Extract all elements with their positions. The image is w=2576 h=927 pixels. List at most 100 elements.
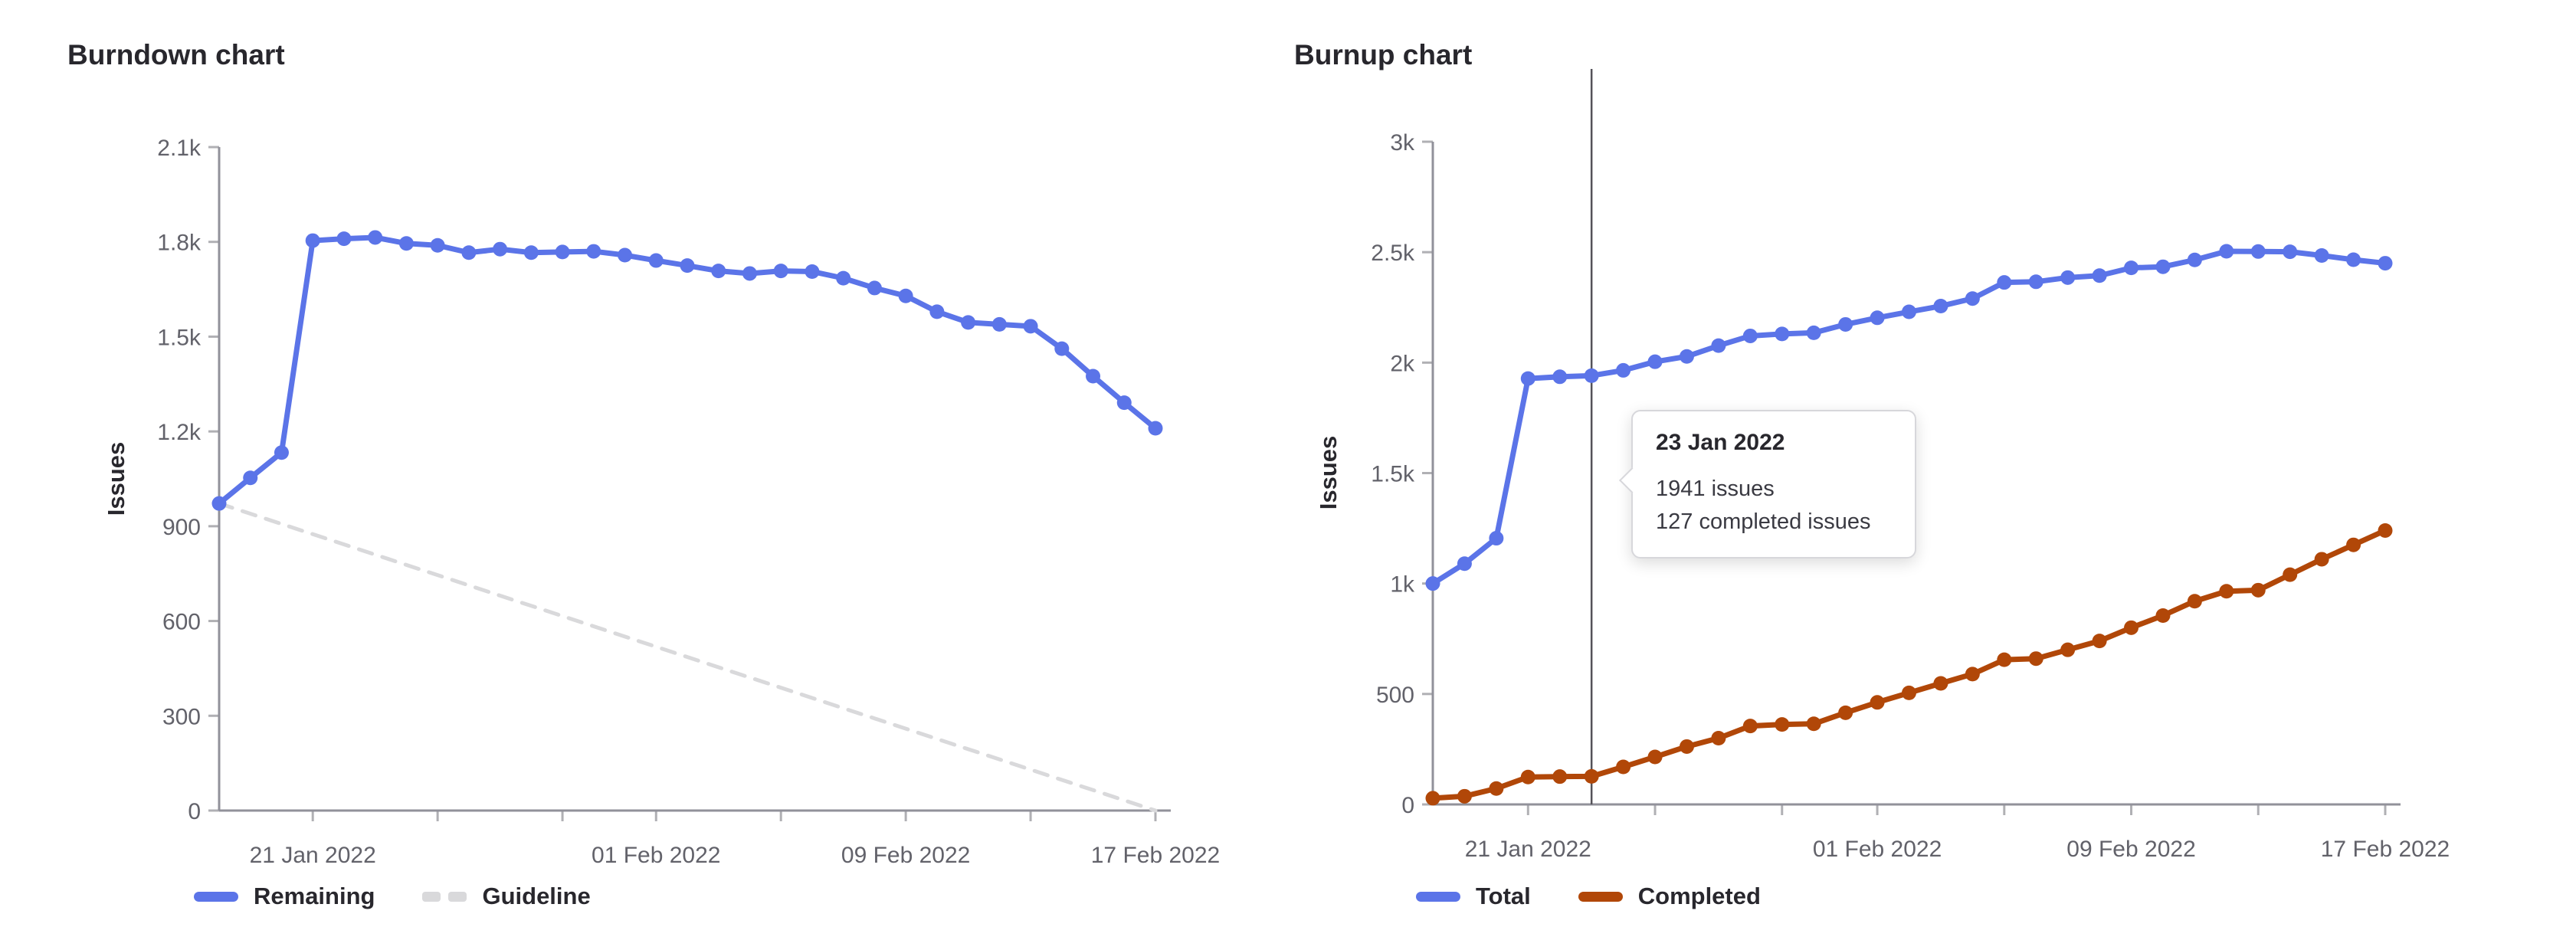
completed-data-point[interactable] bbox=[2155, 608, 2171, 623]
completed-data-point[interactable] bbox=[1775, 717, 1790, 732]
legend-item-completed[interactable]: Completed bbox=[1578, 883, 1761, 910]
total-data-point[interactable] bbox=[1806, 325, 1821, 340]
completed-data-point[interactable] bbox=[1584, 768, 1599, 784]
completed-data-point[interactable] bbox=[1457, 788, 1472, 804]
completed-data-point[interactable] bbox=[2219, 584, 2234, 599]
completed-data-point[interactable] bbox=[1838, 705, 1853, 720]
remaining-data-point[interactable] bbox=[430, 237, 445, 253]
remaining-data-point[interactable] bbox=[274, 445, 289, 460]
completed-data-point[interactable] bbox=[1742, 719, 1758, 734]
completed-data-point[interactable] bbox=[2346, 537, 2361, 552]
remaining-data-point[interactable] bbox=[1023, 319, 1038, 334]
legend-item-guideline[interactable]: Guideline bbox=[422, 883, 591, 910]
completed-line[interactable] bbox=[1430, 527, 2388, 801]
remaining-data-point[interactable] bbox=[243, 470, 258, 486]
total-data-point[interactable] bbox=[1679, 349, 1694, 364]
completed-data-point[interactable] bbox=[1711, 731, 1726, 745]
completed-data-point[interactable] bbox=[1806, 716, 1821, 732]
completed-data-point[interactable] bbox=[1552, 769, 1568, 785]
total-data-point[interactable] bbox=[1489, 531, 1504, 546]
remaining-data-point[interactable] bbox=[1148, 421, 1163, 436]
legend-item-total[interactable]: Total bbox=[1416, 883, 1531, 910]
completed-data-point[interactable] bbox=[1870, 695, 1885, 710]
remaining-data-point[interactable] bbox=[305, 233, 320, 248]
total-data-point[interactable] bbox=[2124, 260, 2139, 276]
remaining-data-point[interactable] bbox=[773, 264, 788, 279]
total-data-point[interactable] bbox=[1616, 362, 1631, 378]
completed-data-point[interactable] bbox=[2378, 522, 2393, 538]
remaining-data-point[interactable] bbox=[1054, 341, 1070, 356]
total-data-point[interactable] bbox=[2283, 244, 2298, 260]
remaining-data-point[interactable] bbox=[742, 266, 757, 281]
remaining-data-point[interactable] bbox=[648, 253, 664, 268]
remaining-data-point[interactable] bbox=[929, 304, 945, 319]
total-data-point[interactable] bbox=[1838, 316, 1853, 332]
remaining-data-point[interactable] bbox=[867, 280, 882, 296]
total-data-point[interactable] bbox=[2378, 256, 2393, 271]
total-data-point[interactable] bbox=[2187, 252, 2202, 267]
total-data-point[interactable] bbox=[2346, 252, 2361, 267]
total-data-point[interactable] bbox=[1997, 275, 2012, 290]
completed-data-point[interactable] bbox=[1933, 676, 1948, 691]
completed-data-point[interactable] bbox=[1965, 667, 1980, 682]
total-data-point[interactable] bbox=[1425, 576, 1440, 591]
total-data-point[interactable] bbox=[1457, 556, 1472, 572]
remaining-data-point[interactable] bbox=[1086, 369, 1101, 384]
remaining-data-point[interactable] bbox=[836, 270, 851, 286]
total-data-point[interactable] bbox=[2314, 247, 2329, 263]
completed-data-point[interactable] bbox=[2187, 594, 2202, 609]
total-data-point[interactable] bbox=[1902, 304, 1916, 319]
remaining-line[interactable] bbox=[216, 234, 1159, 506]
completed-data-point[interactable] bbox=[1520, 769, 1535, 785]
remaining-data-point[interactable] bbox=[555, 244, 570, 260]
total-data-point[interactable] bbox=[1552, 369, 1568, 385]
completed-data-point[interactable] bbox=[1679, 739, 1694, 754]
completed-data-point[interactable] bbox=[1902, 685, 1916, 700]
total-data-point[interactable] bbox=[1520, 371, 1535, 386]
remaining-data-point[interactable] bbox=[961, 315, 976, 330]
completed-data-point[interactable] bbox=[2028, 651, 2043, 667]
completed-data-point[interactable] bbox=[2092, 634, 2107, 649]
completed-data-point[interactable] bbox=[2124, 620, 2139, 635]
total-data-point[interactable] bbox=[2092, 268, 2107, 283]
remaining-data-point[interactable] bbox=[618, 247, 633, 263]
total-data-point[interactable] bbox=[1965, 291, 1980, 306]
total-data-point[interactable] bbox=[1742, 328, 1758, 343]
remaining-data-point[interactable] bbox=[898, 288, 913, 303]
remaining-data-point[interactable] bbox=[461, 245, 477, 260]
remaining-data-point[interactable] bbox=[493, 241, 508, 257]
total-data-point[interactable] bbox=[2219, 244, 2234, 259]
total-data-point[interactable] bbox=[1711, 338, 1726, 353]
total-data-point[interactable] bbox=[1647, 354, 1663, 369]
remaining-data-point[interactable] bbox=[368, 230, 383, 245]
guideline-dashed-line[interactable] bbox=[217, 501, 1158, 813]
completed-data-point[interactable] bbox=[2314, 552, 2329, 567]
total-data-point[interactable] bbox=[2155, 259, 2171, 274]
legend-item-remaining[interactable]: Remaining bbox=[194, 883, 375, 910]
completed-data-point[interactable] bbox=[2250, 582, 2266, 598]
completed-data-point[interactable] bbox=[1616, 759, 1631, 775]
total-data-point[interactable] bbox=[1775, 326, 1790, 342]
total-data-point[interactable] bbox=[1584, 368, 1599, 383]
total-data-point[interactable] bbox=[2250, 244, 2266, 259]
completed-data-point[interactable] bbox=[2060, 642, 2076, 657]
remaining-data-point[interactable] bbox=[336, 231, 352, 247]
completed-data-point[interactable] bbox=[1997, 652, 2012, 667]
remaining-data-point[interactable] bbox=[805, 264, 820, 279]
completed-data-point[interactable] bbox=[1647, 749, 1663, 765]
total-data-point[interactable] bbox=[2060, 270, 2076, 285]
total-data-point[interactable] bbox=[1870, 310, 1885, 326]
remaining-data-point[interactable] bbox=[211, 496, 227, 511]
total-data-point[interactable] bbox=[2028, 274, 2043, 290]
remaining-data-point[interactable] bbox=[586, 244, 601, 259]
remaining-data-point[interactable] bbox=[991, 316, 1007, 332]
total-data-point[interactable] bbox=[1933, 299, 1948, 314]
remaining-data-point[interactable] bbox=[1116, 395, 1132, 411]
completed-data-point[interactable] bbox=[2283, 567, 2298, 582]
completed-data-point[interactable] bbox=[1489, 781, 1504, 796]
completed-data-point[interactable] bbox=[1425, 791, 1440, 806]
remaining-data-point[interactable] bbox=[398, 236, 414, 251]
remaining-data-point[interactable] bbox=[523, 245, 539, 260]
remaining-data-point[interactable] bbox=[680, 258, 695, 274]
remaining-data-point[interactable] bbox=[711, 264, 726, 279]
